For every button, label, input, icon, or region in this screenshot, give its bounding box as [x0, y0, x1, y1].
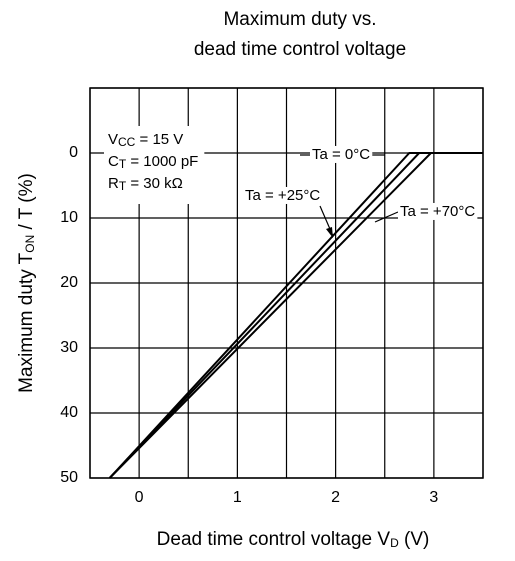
x-tick-label: 0	[135, 489, 144, 506]
y-tick-label: 40	[60, 404, 78, 421]
y-label-rest: / T (%)	[16, 173, 37, 235]
condition-text: CT = 1000 pF	[108, 153, 198, 171]
series-label: Ta = +70°C	[400, 203, 475, 220]
y-label-sub: ON	[23, 235, 37, 253]
leader-line	[374, 211, 399, 223]
condition-text: VCC = 15 V	[108, 131, 183, 149]
arrow-head	[326, 227, 333, 238]
x-tick-label: 2	[331, 489, 340, 506]
condition-rest: = 15 V	[135, 131, 183, 148]
plot-frame	[89, 87, 484, 479]
y-axis-label: Maximum duty TON / T (%)	[16, 173, 37, 393]
y-label-main: Maximum duty T	[16, 252, 37, 392]
y-tick-label: 30	[60, 339, 78, 356]
x-label-main: Dead time control voltage V	[157, 529, 391, 550]
label-bg	[398, 202, 478, 220]
condition-main: V	[108, 131, 118, 148]
x-tick-label: 3	[429, 489, 438, 506]
series-line	[108, 152, 483, 479]
condition-main: C	[108, 153, 119, 170]
x-label-sub: D	[390, 536, 399, 550]
condition-rest: = 1000 pF	[126, 153, 198, 170]
condition-rest: = 30 kΩ	[126, 175, 183, 192]
series-label: Ta = +25°C	[245, 187, 320, 204]
condition-text: RT = 30 kΩ	[108, 175, 183, 193]
condition-sub: T	[119, 179, 127, 193]
condition-sub: T	[119, 157, 127, 171]
chart-title: Maximum duty vs.	[223, 9, 376, 30]
conditions-box	[104, 126, 205, 204]
chart-title: dead time control voltage	[194, 39, 406, 60]
y-tick-label: 50	[60, 469, 78, 486]
condition-sub: CC	[118, 135, 136, 149]
x-tick-label: 1	[233, 489, 242, 506]
x-label-rest: (V)	[399, 529, 430, 550]
y-tick-label: 10	[60, 209, 78, 226]
label-bg	[243, 186, 323, 204]
label-bg	[310, 145, 373, 163]
x-axis-label: Dead time control voltage VD (V)	[157, 529, 430, 550]
series-label: Ta = 0°C	[312, 146, 370, 163]
y-tick-label: 20	[60, 274, 78, 291]
condition-main: R	[108, 175, 119, 192]
y-tick-label: 0	[69, 144, 78, 161]
